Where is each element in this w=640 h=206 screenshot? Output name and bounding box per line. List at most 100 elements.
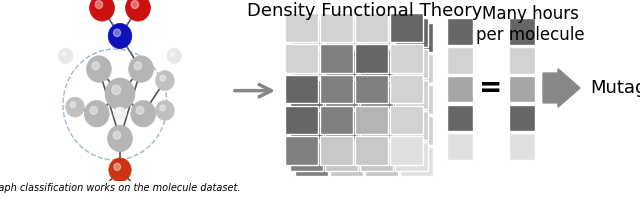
- Bar: [330, 23, 363, 52]
- FancyArrow shape: [543, 69, 580, 107]
- Circle shape: [134, 62, 141, 70]
- Circle shape: [139, 190, 143, 195]
- Bar: [285, 44, 318, 73]
- Bar: [509, 133, 535, 160]
- Circle shape: [105, 78, 135, 110]
- Bar: [285, 137, 318, 165]
- Bar: [365, 54, 398, 83]
- Bar: [509, 76, 535, 102]
- Bar: [330, 116, 363, 145]
- Circle shape: [70, 102, 76, 108]
- Circle shape: [92, 190, 97, 195]
- Bar: [447, 133, 473, 160]
- Bar: [390, 105, 423, 134]
- Circle shape: [156, 101, 174, 120]
- Bar: [360, 111, 393, 140]
- Bar: [360, 80, 393, 109]
- Circle shape: [90, 107, 97, 114]
- Bar: [320, 75, 353, 103]
- Bar: [325, 49, 358, 78]
- Bar: [447, 104, 473, 131]
- Text: Fig. 1: Illustration of the how semi-supervised graph classification works on th: Fig. 1: Illustration of the how semi-sup…: [0, 183, 240, 193]
- Circle shape: [116, 110, 120, 114]
- Circle shape: [170, 52, 175, 56]
- Bar: [355, 13, 388, 42]
- Circle shape: [90, 0, 115, 21]
- Bar: [355, 105, 388, 134]
- Bar: [295, 116, 328, 145]
- Circle shape: [114, 163, 120, 171]
- Bar: [290, 49, 323, 78]
- Circle shape: [95, 1, 102, 9]
- Bar: [320, 137, 353, 165]
- Circle shape: [167, 48, 181, 63]
- Bar: [295, 23, 328, 52]
- Circle shape: [129, 56, 154, 82]
- Bar: [360, 49, 393, 78]
- Bar: [320, 105, 353, 134]
- Bar: [400, 147, 433, 176]
- Circle shape: [92, 62, 100, 70]
- Text: Many hours
per molecule: Many hours per molecule: [476, 5, 584, 44]
- Circle shape: [135, 186, 151, 203]
- Bar: [509, 47, 535, 74]
- Bar: [400, 23, 433, 52]
- Circle shape: [66, 97, 84, 117]
- Bar: [365, 116, 398, 145]
- Bar: [290, 18, 323, 47]
- Circle shape: [86, 56, 111, 82]
- Bar: [325, 142, 358, 171]
- Circle shape: [62, 52, 66, 56]
- Text: Mutagen: Mutagen: [590, 79, 640, 97]
- Circle shape: [113, 29, 120, 37]
- Bar: [390, 13, 423, 42]
- Bar: [395, 111, 428, 140]
- Circle shape: [156, 71, 174, 90]
- Bar: [509, 104, 535, 131]
- Bar: [355, 75, 388, 103]
- Circle shape: [59, 48, 73, 63]
- Circle shape: [125, 0, 150, 21]
- Circle shape: [84, 101, 109, 127]
- Bar: [390, 137, 423, 165]
- Circle shape: [108, 125, 132, 152]
- Bar: [400, 85, 433, 114]
- Circle shape: [108, 23, 132, 49]
- Bar: [290, 142, 323, 171]
- Bar: [365, 85, 398, 114]
- Bar: [355, 137, 388, 165]
- Bar: [330, 147, 363, 176]
- Circle shape: [131, 101, 156, 127]
- Bar: [360, 142, 393, 171]
- Bar: [320, 13, 353, 42]
- Bar: [285, 75, 318, 103]
- Bar: [285, 105, 318, 134]
- Bar: [325, 80, 358, 109]
- Circle shape: [112, 85, 121, 95]
- Circle shape: [113, 131, 120, 139]
- Bar: [447, 47, 473, 74]
- Circle shape: [89, 186, 105, 203]
- Bar: [390, 44, 423, 73]
- Bar: [395, 142, 428, 171]
- Circle shape: [136, 107, 144, 114]
- Bar: [447, 18, 473, 45]
- Bar: [355, 44, 388, 73]
- Bar: [330, 85, 363, 114]
- Circle shape: [160, 75, 165, 81]
- Text: Density Functional Theory: Density Functional Theory: [247, 2, 483, 20]
- Bar: [295, 54, 328, 83]
- Circle shape: [109, 158, 131, 182]
- Bar: [395, 49, 428, 78]
- Bar: [395, 18, 428, 47]
- Text: =: =: [479, 74, 502, 102]
- Bar: [400, 54, 433, 83]
- Bar: [320, 44, 353, 73]
- Bar: [325, 18, 358, 47]
- Bar: [285, 13, 318, 42]
- Bar: [295, 85, 328, 114]
- Bar: [447, 76, 473, 102]
- Bar: [365, 147, 398, 176]
- Bar: [509, 18, 535, 45]
- Bar: [290, 80, 323, 109]
